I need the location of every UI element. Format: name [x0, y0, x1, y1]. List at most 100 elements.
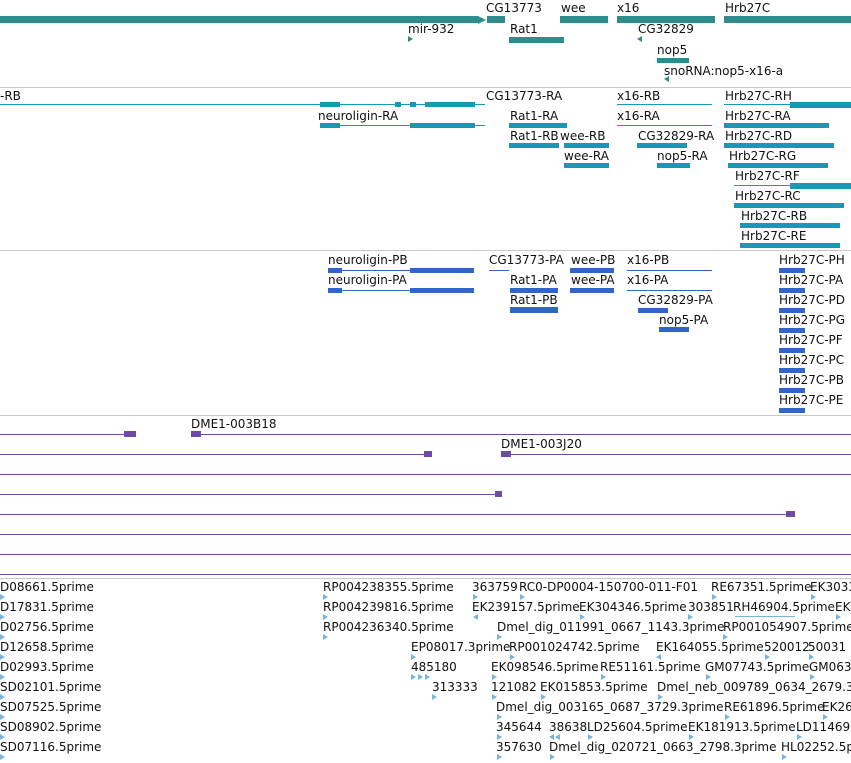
clone-line[interactable]: [0, 454, 430, 455]
est-glyph[interactable]: [809, 654, 814, 660]
est-glyph[interactable]: [418, 674, 423, 680]
est-glyph[interactable]: [580, 614, 585, 620]
est-glyph[interactable]: [0, 714, 5, 720]
est-glyph[interactable]: [601, 674, 606, 680]
transcript-line[interactable]: [0, 104, 485, 105]
est-glyph[interactable]: [510, 654, 515, 660]
transcript-label: x16-RA: [617, 109, 660, 123]
est-glyph[interactable]: [706, 674, 711, 680]
est-glyph[interactable]: [723, 634, 728, 640]
clone-line[interactable]: [0, 474, 851, 475]
protein-exon: [659, 327, 689, 332]
clone-line[interactable]: [191, 434, 851, 435]
est-glyph[interactable]: [550, 754, 555, 760]
est-glyph[interactable]: [0, 734, 5, 740]
est-glyph[interactable]: [411, 654, 416, 660]
est-glyph[interactable]: [555, 734, 560, 740]
est-glyph[interactable]: [712, 594, 717, 600]
est-glyph[interactable]: [520, 594, 525, 600]
est-glyph[interactable]: [492, 674, 497, 680]
gene-cg13773[interactable]: [487, 16, 505, 23]
protein-line[interactable]: [328, 290, 474, 291]
est-glyph[interactable]: [0, 634, 5, 640]
est-glyph[interactable]: [588, 734, 593, 740]
gene-nop5[interactable]: [657, 58, 689, 63]
transcript-exon: [410, 123, 475, 128]
est-glyph[interactable]: [473, 614, 478, 620]
gene-rat1[interactable]: [509, 37, 564, 43]
clone-line[interactable]: [501, 454, 851, 455]
est-glyph[interactable]: [658, 694, 663, 700]
est-glyph[interactable]: [411, 674, 416, 680]
est-glyph[interactable]: [811, 594, 816, 600]
gene-mir932-arrow[interactable]: [408, 36, 413, 42]
est-glyph[interactable]: [425, 674, 430, 680]
est-glyph[interactable]: [836, 614, 841, 620]
est-label: EK239157.5prime: [472, 600, 580, 614]
gene-cg32829-arrow[interactable]: [637, 36, 642, 42]
est-label: D08661.5prime: [0, 580, 94, 594]
est-glyph[interactable]: [323, 634, 328, 640]
est-glyph[interactable]: [323, 614, 328, 620]
protein-label: Rat1-PB: [510, 293, 558, 307]
transcript-line[interactable]: [320, 125, 485, 126]
est-glyph[interactable]: [810, 674, 815, 680]
est-glyph[interactable]: [432, 694, 437, 700]
est-glyph[interactable]: [473, 594, 478, 600]
transcript-line[interactable]: [724, 104, 851, 105]
clone-line[interactable]: [0, 534, 851, 535]
est-glyph[interactable]: [549, 734, 554, 740]
est-glyph[interactable]: [0, 694, 5, 700]
transcript-label: Hrb27C-RF: [735, 169, 800, 183]
transcript-line[interactable]: [617, 104, 712, 105]
est-glyph[interactable]: [782, 754, 787, 760]
clone-line[interactable]: [0, 574, 851, 575]
est-glyph[interactable]: [497, 634, 502, 640]
gene-neuroligin-arrow: [478, 16, 486, 24]
est-label: RP004236340.5prime: [323, 620, 454, 634]
est-label: RE51161.5prime: [600, 660, 701, 674]
protein-line[interactable]: [328, 270, 474, 271]
protein-line[interactable]: [627, 270, 712, 271]
transcript-exon: [734, 203, 844, 208]
est-glyph[interactable]: [323, 594, 328, 600]
est-glyph[interactable]: [0, 654, 5, 660]
gene-snorna-arrow[interactable]: [664, 76, 669, 82]
est-glyph[interactable]: [0, 674, 5, 680]
protein-line[interactable]: [627, 290, 712, 291]
est-label: EK: [835, 600, 851, 614]
est-glyph[interactable]: [492, 694, 497, 700]
transcript-label: Hrb27C-RA: [725, 109, 791, 123]
est-glyph[interactable]: [497, 734, 502, 740]
est-glyph[interactable]: [823, 714, 828, 720]
transcript-label: Hrb27C-RE: [741, 229, 807, 243]
est-glyph[interactable]: [689, 734, 694, 740]
est-glyph[interactable]: [765, 654, 770, 660]
gene-wee[interactable]: [560, 16, 608, 23]
protein-label: x16-PA: [627, 273, 669, 287]
clone-line[interactable]: [0, 554, 851, 555]
gene-neuroligin[interactable]: [0, 16, 478, 23]
gene-x16[interactable]: [617, 16, 715, 23]
est-glyph[interactable]: [688, 614, 693, 620]
est-glyph[interactable]: [541, 694, 546, 700]
est-glyph[interactable]: [0, 614, 5, 620]
gene-label: nop5: [657, 43, 688, 57]
clone-line[interactable]: [0, 514, 794, 515]
clone-line[interactable]: [0, 434, 135, 435]
est-label: Dmel_dig_020721_0663_2798.3prime: [549, 740, 777, 754]
gene-hrb27c[interactable]: [724, 16, 851, 23]
est-glyph[interactable]: [735, 616, 795, 617]
clone-line[interactable]: [0, 494, 500, 495]
est-glyph[interactable]: [0, 754, 5, 760]
transcript-label: CG13773-RA: [486, 89, 563, 103]
est-glyph[interactable]: [797, 734, 802, 740]
transcript-line[interactable]: [617, 125, 712, 126]
est-glyph[interactable]: [725, 714, 730, 720]
est-glyph[interactable]: [656, 654, 661, 660]
protein-label: Hrb27C-PE: [779, 393, 844, 407]
est-glyph[interactable]: [497, 714, 502, 720]
protein-line[interactable]: [489, 270, 509, 271]
est-glyph[interactable]: [0, 594, 5, 600]
est-glyph[interactable]: [497, 754, 502, 760]
